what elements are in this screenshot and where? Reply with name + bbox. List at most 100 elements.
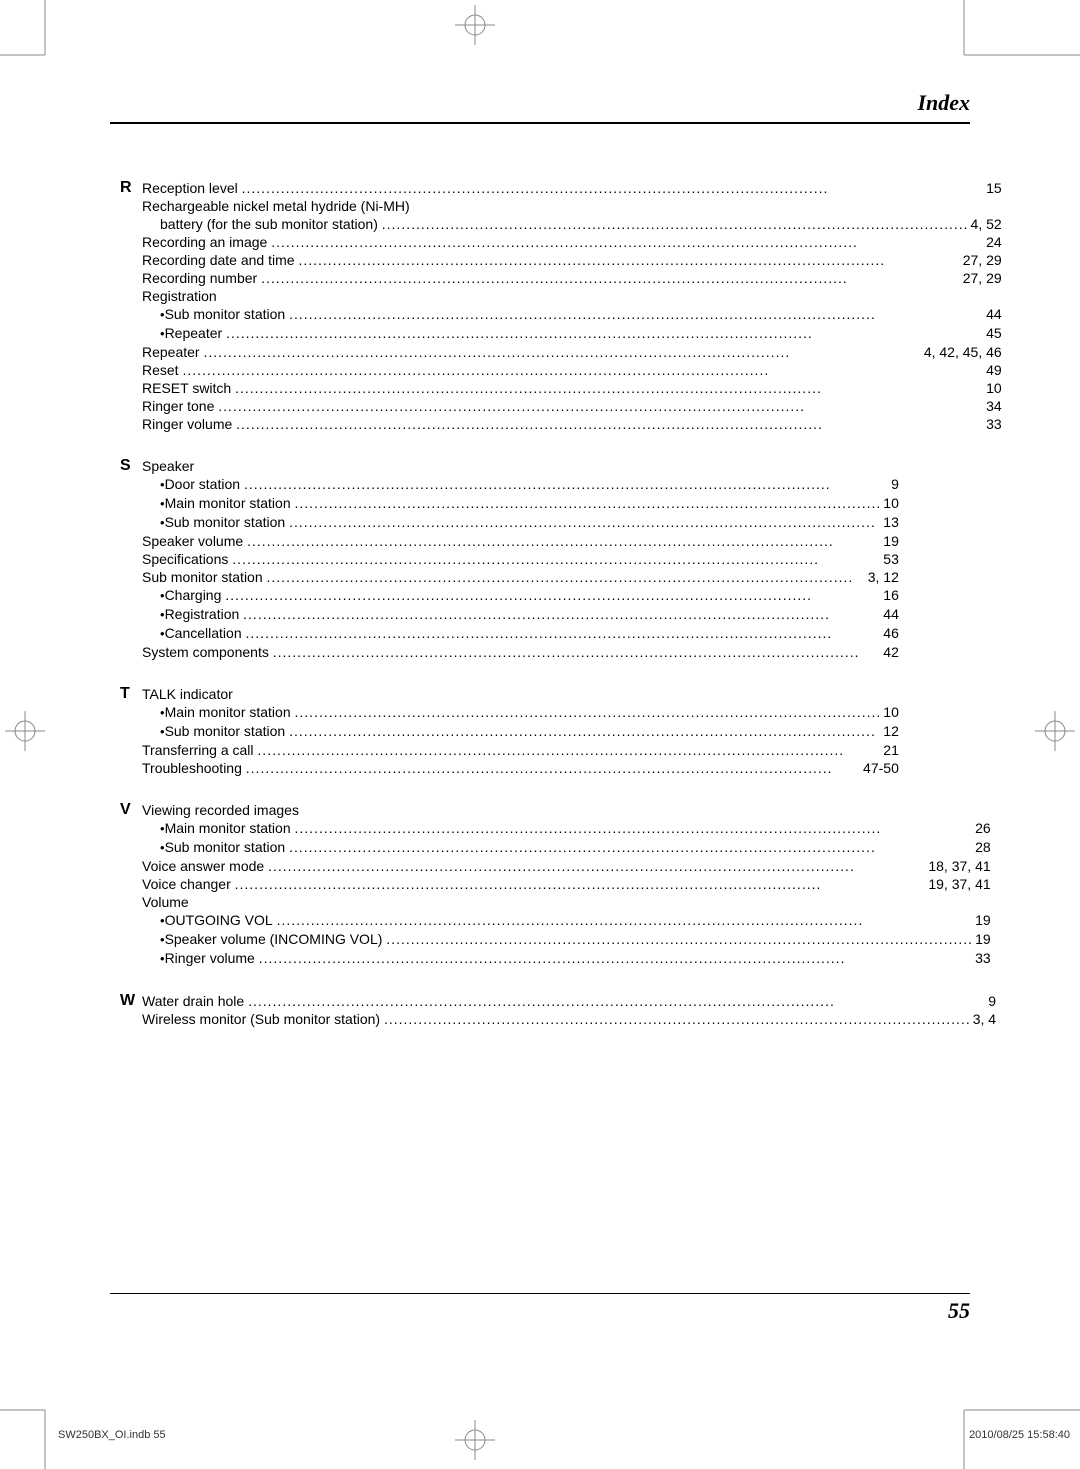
section-items: Speaker.................................…: [142, 457, 899, 661]
index-entry: Reset ..................................…: [142, 361, 1002, 379]
entry-label: RESET switch: [142, 379, 235, 397]
leader-dots: ........................................…: [295, 703, 882, 721]
index-entry: •Cancellation ..........................…: [142, 624, 899, 643]
entry-pages: 45: [984, 324, 1002, 342]
index-entry: Voice changer ..........................…: [142, 875, 991, 893]
entry-label: Ringer volume: [142, 415, 236, 433]
index-entry: Voice answer mode ......................…: [142, 857, 991, 875]
index-entry: Reception level ........................…: [142, 179, 1002, 197]
leader-dots: ........................................…: [232, 550, 881, 568]
entry-pages: 10: [881, 703, 899, 721]
leader-dots: ........................................…: [382, 215, 969, 233]
leader-dots: ........................................…: [289, 838, 973, 856]
entry-label: Voice changer: [142, 875, 235, 893]
entry-label: Recording an image: [142, 233, 271, 251]
entry-pages: 34: [984, 397, 1002, 415]
index-entry: Water drain hole .......................…: [142, 992, 996, 1010]
entry-label: Volume: [142, 893, 189, 911]
entry-label-text: Sub monitor station: [165, 723, 286, 739]
section-items: Reception level ........................…: [142, 179, 1002, 433]
entry-label-text: Troubleshooting: [142, 760, 242, 776]
entry-label: Recording number: [142, 269, 261, 287]
leader-dots: ........................................…: [277, 911, 973, 929]
entry-label-text: Repeater: [165, 325, 223, 341]
index-section: VViewing recorded images................…: [120, 801, 465, 968]
entry-pages: 12: [881, 722, 899, 740]
entry-label: Ringer tone: [142, 397, 218, 415]
leader-dots: ........................................…: [267, 568, 866, 586]
entry-label-text: Ringer tone: [142, 398, 214, 414]
index-entry: •OUTGOING VOL ..........................…: [142, 911, 991, 930]
entry-pages: 19: [973, 930, 991, 948]
entry-label: Repeater: [142, 343, 203, 361]
entry-label-text: Sub monitor station: [165, 839, 286, 855]
leader-dots: ........................................…: [386, 930, 973, 948]
page-number: 55: [948, 1298, 970, 1324]
index-entry: •Sub monitor station ...................…: [142, 513, 899, 532]
entry-label: •Door station: [160, 475, 244, 494]
entry-pages: 15: [984, 179, 1002, 197]
index-entry: •Door station ..........................…: [142, 475, 899, 494]
leader-dots: ........................................…: [289, 513, 881, 531]
index-content: RReception level .......................…: [110, 179, 465, 1028]
entry-label: Registration: [142, 287, 217, 305]
entry-label-text: Sub monitor station: [165, 514, 286, 530]
entry-label-text: Speaker volume (INCOMING VOL): [165, 931, 383, 947]
section-letter: S: [120, 457, 142, 661]
entry-label: Speaker volume: [142, 532, 247, 550]
entry-pages: 3, 12: [866, 568, 899, 586]
entry-label-text: TALK indicator: [142, 686, 233, 702]
entry-pages: 33: [984, 415, 1002, 433]
entry-pages: 49: [984, 361, 1002, 379]
index-entry: Speaker.................................…: [142, 457, 899, 475]
index-entry: •Main monitor station ..................…: [142, 494, 899, 513]
index-entry: •Repeater ..............................…: [142, 324, 1002, 343]
entry-pages: 44: [881, 605, 899, 623]
leader-dots: ........................................…: [384, 1010, 971, 1028]
section-letter: T: [120, 685, 142, 777]
entry-label-text: Recording number: [142, 270, 257, 286]
leader-dots: ........................................…: [226, 324, 984, 342]
entry-pages: 46: [881, 624, 899, 642]
entry-label-text: Main monitor station: [165, 704, 291, 720]
entry-label: Rechargeable nickel metal hydride (Ni-MH…: [142, 197, 410, 215]
index-entry: Rechargeable nickel metal hydride (Ni-MH…: [142, 197, 1002, 215]
entry-label-text: Main monitor station: [165, 495, 291, 511]
leader-dots: ........................................…: [298, 251, 960, 269]
leader-dots: ........................................…: [246, 624, 882, 642]
entry-label: Viewing recorded images: [142, 801, 299, 819]
entry-label-text: Volume: [142, 894, 189, 910]
entry-label-text: Sub monitor station: [165, 306, 286, 322]
index-entry: Ringer tone ............................…: [142, 397, 1002, 415]
index-entry: Repeater ...............................…: [142, 343, 1002, 361]
entry-pages: 16: [881, 586, 899, 604]
entry-label-text: Wireless monitor (Sub monitor station): [142, 1011, 380, 1027]
leader-dots: ........................................…: [261, 269, 961, 287]
index-entry: Specifications .........................…: [142, 550, 899, 568]
leader-dots: ........................................…: [248, 992, 986, 1010]
entry-label-text: Voice changer: [142, 876, 231, 892]
index-entry: Recording date and time ................…: [142, 251, 1002, 269]
entry-label-text: battery (for the sub monitor station): [160, 216, 378, 232]
footer-rule: [110, 1293, 970, 1294]
section-letter: V: [120, 801, 142, 968]
entry-label-text: Reception level: [142, 180, 238, 196]
entry-label-text: Viewing recorded images: [142, 802, 299, 818]
entry-label-text: Charging: [165, 587, 222, 603]
index-entry: battery (for the sub monitor station) ..…: [142, 215, 1002, 233]
leader-dots: ........................................…: [271, 233, 984, 251]
entry-label-text: Recording an image: [142, 234, 267, 250]
entry-label-text: Sub monitor station: [142, 569, 263, 585]
leader-dots: ........................................…: [289, 722, 881, 740]
entry-label: Troubleshooting: [142, 759, 246, 777]
leader-dots: ........................................…: [273, 643, 882, 661]
entry-label: Transferring a call: [142, 741, 257, 759]
entry-label-text: Repeater: [142, 344, 200, 360]
entry-label: •Sub monitor station: [160, 513, 289, 532]
entry-pages: 3, 4: [971, 1010, 996, 1028]
entry-label-text: Recording date and time: [142, 252, 295, 268]
leader-dots: ........................................…: [236, 415, 984, 433]
entry-label-text: Registration: [142, 288, 217, 304]
entry-label-text: Speaker volume: [142, 533, 243, 549]
entry-pages: 26: [973, 819, 991, 837]
